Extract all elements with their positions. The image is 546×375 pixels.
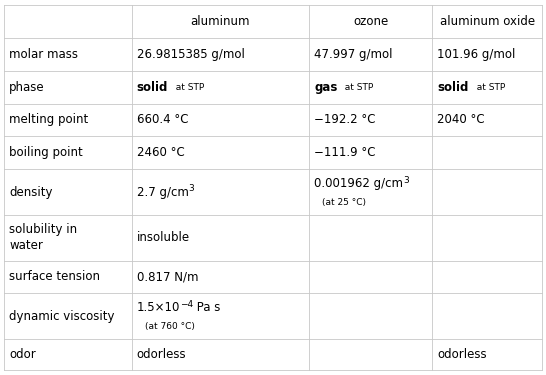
Text: at STP: at STP (340, 82, 373, 92)
Text: insoluble: insoluble (136, 231, 189, 244)
Text: −192.2 °C: −192.2 °C (314, 114, 376, 126)
Text: 1.5×10: 1.5×10 (136, 302, 180, 315)
Text: 2460 °C: 2460 °C (136, 146, 184, 159)
Text: Pa s: Pa s (193, 302, 221, 315)
Text: odor: odor (9, 348, 35, 361)
Text: dynamic viscosity: dynamic viscosity (9, 310, 115, 322)
Text: 0.817 N/m: 0.817 N/m (136, 270, 198, 284)
Text: (at 760 °C): (at 760 °C) (145, 322, 194, 331)
Text: 101.96 g/mol: 101.96 g/mol (437, 48, 515, 61)
Text: 26.9815385 g/mol: 26.9815385 g/mol (136, 48, 245, 61)
Text: 47.997 g/mol: 47.997 g/mol (314, 48, 393, 61)
Text: aluminum: aluminum (191, 15, 250, 28)
Text: molar mass: molar mass (9, 48, 78, 61)
Text: 0.001962 g/cm: 0.001962 g/cm (314, 177, 403, 190)
Text: odorless: odorless (437, 348, 487, 361)
Text: water: water (9, 239, 43, 252)
Text: solubility in: solubility in (9, 223, 77, 236)
Text: (at 25 °C): (at 25 °C) (322, 198, 366, 207)
Text: −4: −4 (180, 300, 193, 309)
Text: density: density (9, 186, 52, 199)
Text: at STP: at STP (471, 82, 505, 92)
Text: surface tension: surface tension (9, 270, 100, 284)
Text: 2040 °C: 2040 °C (437, 114, 485, 126)
Text: 660.4 °C: 660.4 °C (136, 114, 188, 126)
Text: 3: 3 (403, 176, 409, 185)
Text: solid: solid (136, 81, 168, 94)
Text: phase: phase (9, 81, 45, 94)
Text: 2.7 g/cm: 2.7 g/cm (136, 186, 188, 199)
Text: ozone: ozone (353, 15, 388, 28)
Text: solid: solid (437, 81, 468, 94)
Text: melting point: melting point (9, 114, 88, 126)
Text: odorless: odorless (136, 348, 186, 361)
Text: boiling point: boiling point (9, 146, 83, 159)
Text: aluminum oxide: aluminum oxide (440, 15, 535, 28)
Text: at STP: at STP (170, 82, 204, 92)
Text: −111.9 °C: −111.9 °C (314, 146, 376, 159)
Text: gas: gas (314, 81, 337, 94)
Text: 3: 3 (188, 184, 194, 194)
